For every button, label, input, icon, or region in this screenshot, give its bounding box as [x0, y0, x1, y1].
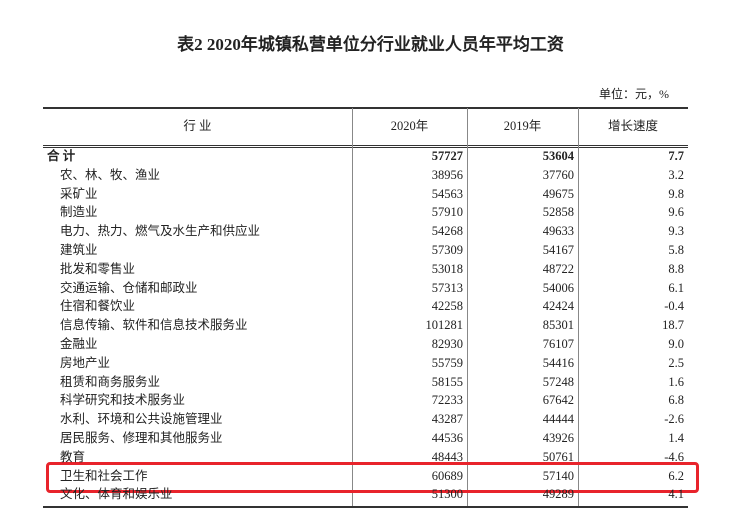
header-rule	[43, 145, 688, 148]
cell-value: -0.4	[664, 299, 684, 314]
cell-value: -4.6	[664, 449, 684, 464]
col-line	[467, 108, 468, 506]
cell-value: 85301	[542, 318, 574, 333]
title: 表2 2020年城镇私营单位分行业就业人员年平均工资	[177, 35, 564, 54]
cell-value: 38956	[431, 167, 463, 182]
row-label: 金融业	[60, 337, 98, 351]
cell-value: 58155	[431, 374, 463, 389]
cell-value: 55759	[431, 355, 463, 370]
cell-value: 57248	[542, 374, 574, 389]
cell-value: 43287	[431, 412, 463, 427]
cell-value: 9.6	[668, 205, 684, 220]
cell-value: 42424	[542, 299, 574, 314]
cell-value: 52858	[542, 205, 574, 220]
cell-value: 53018	[431, 261, 463, 276]
cell-value: 44536	[431, 431, 463, 445]
row-label: 批发和零售业	[60, 261, 136, 276]
cell-value: 44444	[542, 412, 574, 427]
cell-value: 7.7	[668, 149, 684, 163]
cell-value: 3.2	[668, 167, 684, 182]
cell-value: 48722	[542, 261, 574, 276]
row-label: 住宿和餐饮业	[60, 299, 136, 314]
col-line	[578, 108, 579, 506]
row-label: 租赁和商务服务业	[60, 374, 161, 389]
cell-value: 48443	[431, 449, 463, 464]
row-label: 交通运输、仓储和邮政业	[60, 280, 198, 295]
cell-value: 49633	[542, 224, 574, 239]
cell-value: 42258	[431, 299, 463, 314]
row-label: 电力、热力、燃气及水生产和供应业	[60, 224, 261, 239]
cell-value: 49289	[542, 487, 574, 502]
cell-value: -2.6	[664, 412, 684, 427]
unit: 单位：元，%	[599, 87, 669, 101]
column-header: 行 业	[183, 119, 212, 133]
cell-value: 57910	[431, 205, 463, 220]
row-label: 房地产业	[60, 355, 111, 370]
row-label: 科学研究和技术服务业	[60, 393, 186, 408]
row-label: 卫生和社会工作	[60, 468, 148, 483]
cell-value: 8.8	[668, 261, 684, 276]
cell-value: 50761	[542, 449, 574, 464]
row-label: 信息传输、软件和信息技术服务业	[60, 318, 248, 333]
cell-value: 57309	[431, 243, 463, 257]
column-header: 2020年	[390, 119, 429, 133]
cell-value: 6.8	[668, 393, 684, 408]
row-label: 合 计	[47, 149, 76, 163]
column-header: 增长速度	[607, 119, 658, 133]
cell-value: 54268	[431, 224, 463, 239]
cell-value: 57727	[431, 149, 463, 163]
top-rule	[43, 107, 688, 109]
cell-value: 53604	[542, 149, 574, 163]
cell-value: 4.1	[668, 487, 684, 502]
cell-value: 9.3	[668, 224, 684, 239]
cell-value: 9.8	[668, 186, 684, 201]
column-header: 2019年	[503, 119, 542, 133]
cell-value: 67642	[542, 393, 574, 408]
highlight-box	[46, 462, 699, 493]
cell-value: 6.1	[668, 280, 684, 295]
row-label: 农、林、牧、渔业	[60, 167, 161, 182]
cell-value: 1.6	[668, 374, 684, 389]
cell-value: 49675	[542, 186, 574, 201]
row-label: 居民服务、修理和其他服务业	[60, 431, 223, 445]
cell-value: 54167	[542, 243, 574, 257]
cell-value: 54563	[431, 186, 463, 201]
bottom-rule	[43, 506, 688, 508]
cell-value: 60689	[431, 468, 463, 483]
cell-value: 57140	[542, 468, 574, 483]
cell-value: 51300	[431, 487, 463, 502]
cell-value: 72233	[431, 393, 463, 408]
cell-value: 54006	[542, 280, 574, 295]
cell-value: 1.4	[668, 431, 684, 445]
cell-value: 76107	[542, 337, 574, 351]
row-label: 水利、环境和公共设施管理业	[60, 412, 223, 427]
row-label: 制造业	[60, 205, 98, 220]
cell-value: 2.5	[668, 355, 684, 370]
cell-value: 9.0	[668, 337, 684, 351]
row-label: 文化、体育和娱乐业	[60, 487, 173, 502]
cell-value: 6.2	[668, 468, 684, 483]
row-label: 采矿业	[60, 186, 98, 201]
cell-value: 43926	[542, 431, 574, 445]
row-label: 教育	[60, 449, 86, 464]
cell-value: 37760	[542, 167, 574, 182]
cell-value: 54416	[542, 355, 574, 370]
cell-value: 82930	[431, 337, 463, 351]
cell-value: 101281	[425, 318, 464, 333]
cell-value: 18.7	[662, 318, 684, 333]
col-line	[352, 108, 353, 506]
cell-value: 5.8	[668, 243, 684, 257]
cell-value: 57313	[431, 280, 463, 295]
row-label: 建筑业	[60, 243, 98, 257]
